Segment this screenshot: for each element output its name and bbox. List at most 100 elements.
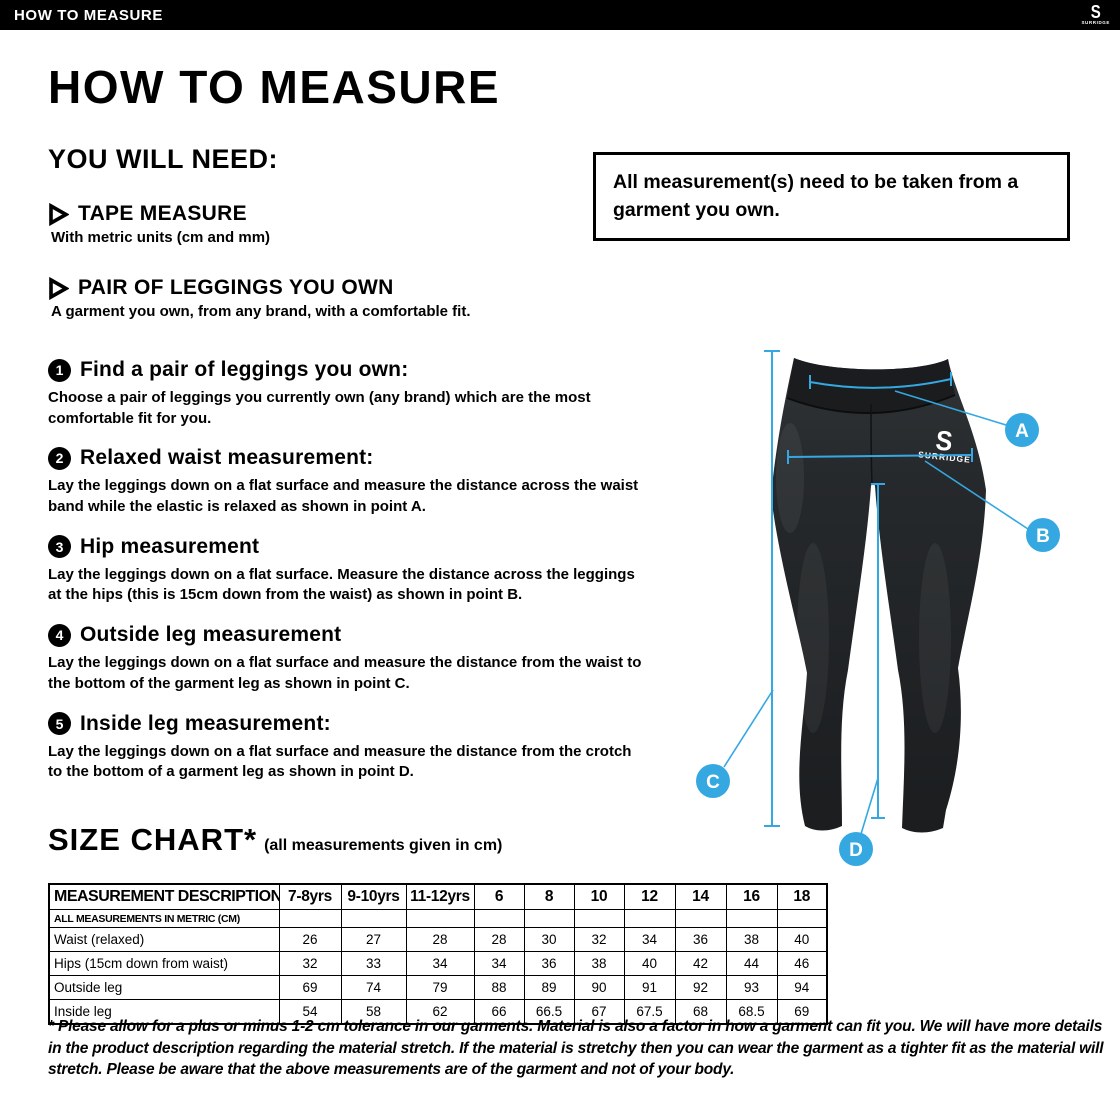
value-cell: 58 (340, 999, 407, 1025)
table-row: Inside leg 54 58 62 66 66.5 67 67.5 68 68.5 69 (48, 999, 828, 1025)
header-size-col: 11-12yrs (405, 883, 475, 910)
note-text: All measurement(s) need to be taken from… (613, 171, 1019, 222)
header-size-col: 12 (623, 883, 676, 910)
value-cell: 93 (725, 975, 778, 1000)
step-item: 3 Hip measurement Lay the leggings down on… (48, 535, 654, 606)
row-label-cell: Hips (15cm down from waist) (48, 951, 280, 976)
badge-a-circle (1005, 413, 1039, 447)
badge-c-label: C (706, 772, 720, 793)
left-hip-highlight (776, 423, 804, 533)
surridge-logo: S SURRIDGE (1081, 3, 1120, 26)
value-cell: 67 (573, 999, 625, 1025)
value-cell: 26 (278, 927, 342, 952)
step-number-badge: 2 (48, 446, 71, 470)
leader-d (860, 777, 879, 835)
step-header: 1 Find a pair of leggings you own: (48, 358, 654, 382)
header-size-col: 10 (573, 883, 625, 910)
value-cell: 68 (674, 999, 727, 1025)
row-label-cell: Waist (relaxed) (48, 927, 280, 952)
header-measurement-description: MEASUREMENT DESCRIPTION (48, 883, 280, 910)
step-header: 4 Outside leg measurement (48, 623, 654, 647)
empty-cell (340, 909, 407, 928)
step-description: Lay the leggings down on a flat surface … (48, 742, 632, 781)
step-title: Hip measurement (80, 534, 260, 558)
value-cell: 38 (573, 951, 625, 976)
step-number-badge: 1 (48, 358, 71, 382)
value-cell: 66 (473, 999, 525, 1025)
leader-b (924, 460, 1029, 530)
value-cell: 91 (623, 975, 676, 1000)
badge-b-circle (1026, 518, 1060, 552)
value-cell: 94 (776, 975, 828, 1000)
badge-d-label: D (849, 840, 863, 861)
need-item-header: PAIR OF LEGGINGS YOU OWN (48, 276, 608, 300)
size-chart-table: MEASUREMENT DESCRIPTION 7-8yrs 9-10yrs 11-1… (48, 883, 828, 1025)
empty-cell (776, 909, 828, 928)
measure-line-b-ticks (787, 448, 973, 464)
need-item-subtitle: With metric units (cm and mm) (51, 229, 271, 246)
empty-cell (573, 909, 625, 928)
center-seam (870, 403, 873, 485)
empty-cell (473, 909, 525, 928)
table-metric-row: ALL MEASUREMENTS IN METRIC (CM) (48, 909, 828, 928)
size-chart-heading: SIZE CHART* (all measurements given in cm… (48, 822, 502, 858)
step-description: Lay the leggings down on a flat surface.… (48, 565, 635, 604)
value-cell: 88 (473, 975, 525, 1000)
value-cell: 27 (340, 927, 407, 952)
value-cell: 62 (405, 999, 475, 1025)
value-cell: 32 (573, 927, 625, 952)
value-cell: 40 (776, 927, 828, 952)
row-label-cell: Outside leg (48, 975, 280, 1000)
empty-cell (623, 909, 676, 928)
metric-note-cell: ALL MEASUREMENTS IN METRIC (CM) (48, 909, 280, 928)
value-cell: 36 (523, 951, 575, 976)
step-description: Choose a pair of leggings you currently … (48, 389, 591, 427)
step-title: Relaxed waist measurement: (80, 446, 374, 470)
value-cell: 33 (340, 951, 407, 976)
need-item: TAPE MEASURE With metric units (cm and mm… (48, 202, 608, 246)
row-label-cell: Inside leg (48, 999, 280, 1025)
step-title: Find a pair of leggings you own: (80, 358, 409, 381)
value-cell: 46 (776, 951, 828, 976)
step-description: Lay the leggings down on a flat surface … (48, 654, 642, 692)
step-title: Inside leg measurement: (80, 711, 331, 735)
need-item-title: PAIR OF LEGGINGS YOU OWN (78, 276, 394, 299)
step-item: 1 Find a pair of leggings you own: Choose … (48, 358, 654, 429)
value-cell: 69 (776, 999, 828, 1025)
value-cell: 30 (523, 927, 575, 952)
badge-b-label: B (1036, 526, 1050, 547)
measure-line-b (787, 454, 973, 458)
need-item-header: TAPE MEASURE (48, 202, 608, 226)
value-cell: 69 (278, 975, 342, 1000)
need-item: PAIR OF LEGGINGS YOU OWN A garment you ow… (48, 276, 608, 320)
header-size-col: 6 (473, 883, 525, 910)
top-bar: HOW TO MEASURE S SURRIDGE (0, 0, 1120, 30)
note-box: All measurement(s) need to be taken from… (593, 152, 1070, 241)
you-will-need-heading: YOU WILL NEED: (48, 144, 279, 174)
header-size-col: 18 (776, 883, 828, 910)
header-size-col: 8 (523, 883, 575, 910)
page-title: HOW TO MEASURE (48, 61, 501, 113)
step-header: 3 Hip measurement (48, 535, 654, 559)
size-chart-title: SIZE CHART* (48, 822, 258, 857)
empty-cell (405, 909, 475, 928)
value-cell: 74 (340, 975, 407, 1000)
empty-cell (278, 909, 342, 928)
table-row: Waist (relaxed) 26 27 28 28 30 32 34 36 38 40 (48, 927, 828, 952)
badge-a-label: A (1015, 421, 1029, 442)
step-title: Outside leg measurement (80, 623, 342, 647)
leader-c (723, 689, 774, 768)
empty-cell (725, 909, 778, 928)
value-cell: 34 (473, 951, 525, 976)
need-item-subtitle: A garment you own, from any brand, with … (51, 303, 471, 320)
value-cell: 38 (725, 927, 778, 952)
left-leg-highlight (797, 543, 829, 733)
badge-d-circle (839, 832, 873, 866)
value-cell: 92 (674, 975, 727, 1000)
value-cell: 90 (573, 975, 625, 1000)
empty-cell (523, 909, 575, 928)
empty-cell (674, 909, 727, 928)
value-cell: 67.5 (623, 999, 676, 1025)
step-item: 4 Outside leg measurement Lay the leggings… (48, 623, 654, 694)
table-row: Outside leg 69 74 79 88 89 90 91 92 93 94 (48, 975, 828, 1000)
